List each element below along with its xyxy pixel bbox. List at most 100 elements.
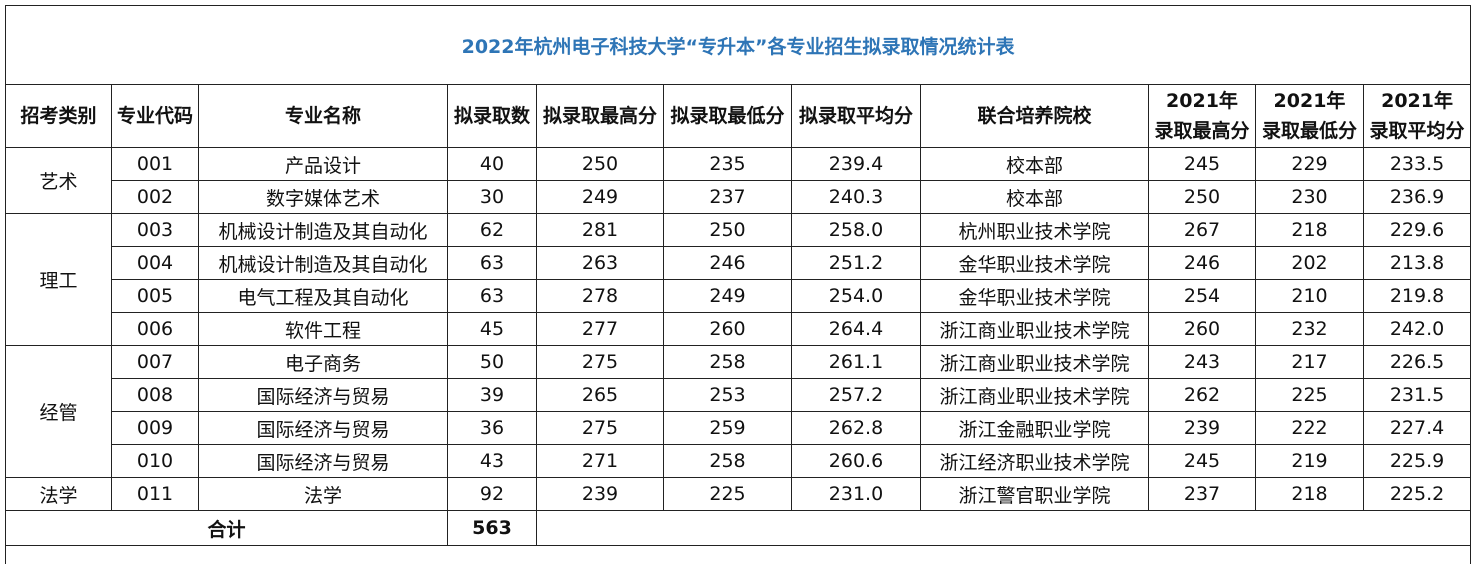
header-cell: 2021年 录取平均分 [1362,84,1472,148]
data-cell: 229 [1255,147,1364,181]
data-cell: 国际经济与贸易 [198,444,448,478]
header-label: 录取最低分 [1261,120,1357,142]
data-cell: 258 [663,444,792,478]
data-cell: 011 [111,477,199,511]
header-cell: 2021年录取最高分 [1148,84,1256,148]
data-cell: 39 [447,378,537,412]
table-row: 009 国际经济与贸易 36 275 259 262.8 浙江金融职业学院 239 222 227… [6,411,1472,445]
data-cell: 262 [1148,378,1256,412]
header-year: 2021年 [1166,90,1238,112]
data-cell: 231.5 [1362,378,1472,412]
table-row: 艺术 001 产品设计 40 250 235 239.4 校本部 245 229 233.5 [5,147,1472,214]
data-cell: 257.2 [791,378,921,412]
data-cell: 263 [536,246,664,280]
data-cell: 浙江商业职业技术学院 [920,312,1149,346]
data-cell: 240.3 [791,180,921,214]
data-cell: 281 [536,213,664,247]
data-cell: 63 [447,279,537,313]
data-cell: 245 [1148,444,1256,478]
data-cell: 260 [663,312,792,346]
data-cell: 259 [663,411,792,445]
data-cell: 233.5 [1362,147,1472,181]
data-cell: 机械设计制造及其自动化 [198,246,448,280]
data-cell: 浙江商业职业技术学院 [920,378,1149,412]
data-cell: 225.9 [1362,444,1472,478]
header-label: 录取最高分 [1154,120,1250,142]
header-cell: 拟录取最低分 [663,84,792,148]
data-cell: 杭州职业技术学院 [920,213,1149,247]
data-cell: 237 [1148,477,1256,511]
data-cell: 275 [536,411,664,445]
header-cell: 2021年录取最低分 [1255,84,1364,148]
data-cell: 225 [663,477,792,511]
data-cell: 电子商务 [198,345,448,379]
data-cell: 231.0 [791,477,921,511]
data-cell: 210 [1255,279,1364,313]
data-cell: 40 [447,147,537,181]
data-cell: 253 [663,378,792,412]
data-cell: 249 [536,180,664,214]
data-cell: 机械设计制造及其自动化 [198,213,448,247]
header-cell: 拟录取最高分 [536,84,664,148]
header-cell: 专业代码 [111,84,199,148]
header-cell: 联合培养院校 [920,84,1149,148]
table-row: 005 电气工程及其自动化 63 278 249 254.0 金华职业技术学院 254 210 2… [6,279,1472,313]
data-cell: 006 [111,312,199,346]
data-cell: 275 [536,345,664,379]
data-cell: 007 [111,345,199,379]
data-cell: 236.9 [1362,180,1472,214]
data-cell: 278 [536,279,664,313]
data-cell: 265 [536,378,664,412]
total-value: 563 [447,510,537,546]
data-cell: 62 [447,213,537,247]
table-row: 010 国际经济与贸易 43 271 258 260.6 浙江经济职业技术学院 245 219 2… [6,444,1472,478]
data-cell: 229.6 [1362,213,1472,247]
data-cell: 277 [536,312,664,346]
data-cell: 226.5 [1362,345,1472,379]
data-cell: 237 [663,180,792,214]
data-cell: 004 [111,246,199,280]
table-row: 理工 003 机械设计制造及其自动化 62 281 250 258.0 杭州职业技术学院 267… [5,213,1472,346]
table-row: 招考类别 专业代码 专业名称 拟录取数 拟录取最高分 拟录取最低分 拟录取平均分 联合培养院校… [5,84,1472,148]
category-cell: 理工 [5,213,112,346]
header-year: 2021年 [1381,90,1453,112]
data-cell: 213.8 [1362,246,1472,280]
data-cell: 009 [111,411,199,445]
data-cell: 金华职业技术学院 [920,246,1149,280]
data-cell: 225.2 [1362,477,1472,511]
data-cell: 218 [1255,477,1364,511]
data-cell: 217 [1255,345,1364,379]
data-cell: 001 [111,147,199,181]
header-cell: 专业名称 [198,84,448,148]
data-cell: 国际经济与贸易 [198,378,448,412]
data-cell: 258.0 [791,213,921,247]
data-cell: 243 [1148,345,1256,379]
data-cell: 219 [1255,444,1364,478]
data-cell: 225 [1255,378,1364,412]
header-year: 2021年 [1273,90,1346,112]
data-cell: 250 [536,147,664,181]
data-cell: 218 [1255,213,1364,247]
data-cell: 36 [447,411,537,445]
data-cell: 242.0 [1362,312,1472,346]
data-cell: 国际经济与贸易 [198,411,448,445]
data-cell: 249 [663,279,792,313]
data-cell: 260.6 [791,444,921,478]
data-cell: 250 [1148,180,1256,214]
data-cell: 校本部 [920,147,1149,181]
data-cell: 258 [663,345,792,379]
data-cell: 软件工程 [198,312,448,346]
data-cell: 202 [1255,246,1364,280]
data-cell: 30 [447,180,537,214]
header-cell: 招考类别 [5,84,112,148]
data-cell: 产品设计 [198,147,448,181]
data-cell: 金华职业技术学院 [920,279,1149,313]
header-cell: 拟录取平均分 [791,84,921,148]
empty-cell [4,545,1472,564]
table-row: 008 国际经济与贸易 39 265 253 257.2 浙江商业职业技术学院 262 225 2… [6,378,1472,412]
data-cell: 003 [111,213,199,247]
data-cell: 264.4 [791,312,921,346]
data-cell: 浙江经济职业技术学院 [920,444,1149,478]
total-label: 合计 [5,510,448,546]
data-cell: 电气工程及其自动化 [198,279,448,313]
